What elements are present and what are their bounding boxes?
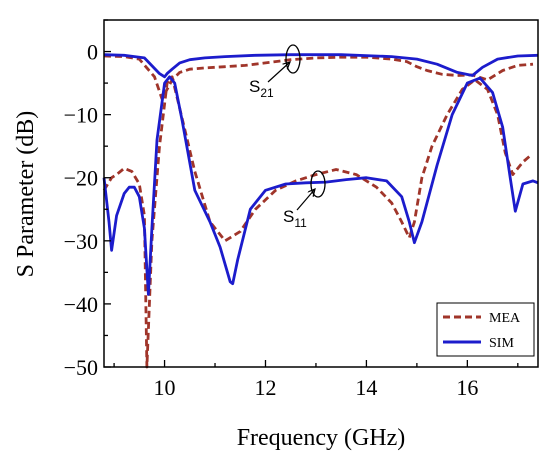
y-tick-label: −40 bbox=[64, 292, 98, 317]
x-tick-label: 12 bbox=[254, 375, 276, 400]
tick-labels-layer: 10 12 14 16 0 −10 −20 −30 −40 −50 bbox=[64, 40, 479, 400]
annotation-s21-label: S21 bbox=[249, 77, 274, 100]
x-axis-title: Frequency (GHz) bbox=[237, 425, 406, 451]
x-tick-label: 16 bbox=[456, 375, 478, 400]
annotation-s11-label: S11 bbox=[283, 207, 307, 230]
x-tick-label: 10 bbox=[154, 375, 176, 400]
legend: MEA SIM bbox=[436, 302, 535, 357]
legend-box bbox=[436, 302, 535, 357]
y-tick-label: 0 bbox=[87, 40, 98, 65]
annotation-s21-ellipse bbox=[285, 44, 301, 74]
legend-sim-label: SIM bbox=[489, 336, 514, 351]
plot-frame bbox=[103, 19, 539, 368]
curves-layer bbox=[102, 53, 539, 369]
annotation-s21: S21 bbox=[249, 44, 301, 100]
series-sim-s11-line bbox=[102, 75, 539, 296]
y-axis-title: S Parameter (dB) bbox=[13, 111, 39, 278]
y-tick-label: −10 bbox=[64, 103, 98, 128]
y-tick-label: −20 bbox=[64, 166, 98, 191]
legend-mea-label: MEA bbox=[489, 311, 521, 326]
annotation-s11-ellipse bbox=[310, 170, 326, 198]
series-sim-s21-line bbox=[103, 53, 539, 79]
y-tick-label: −50 bbox=[64, 355, 98, 380]
y-tick-label: −30 bbox=[64, 229, 98, 254]
annotation-s11: S11 bbox=[283, 170, 326, 230]
ticks-layer bbox=[104, 19, 519, 368]
x-tick-label: 14 bbox=[355, 375, 377, 400]
annotation-s11-arrow bbox=[296, 189, 315, 211]
annotation-s21-arrow bbox=[267, 62, 290, 83]
